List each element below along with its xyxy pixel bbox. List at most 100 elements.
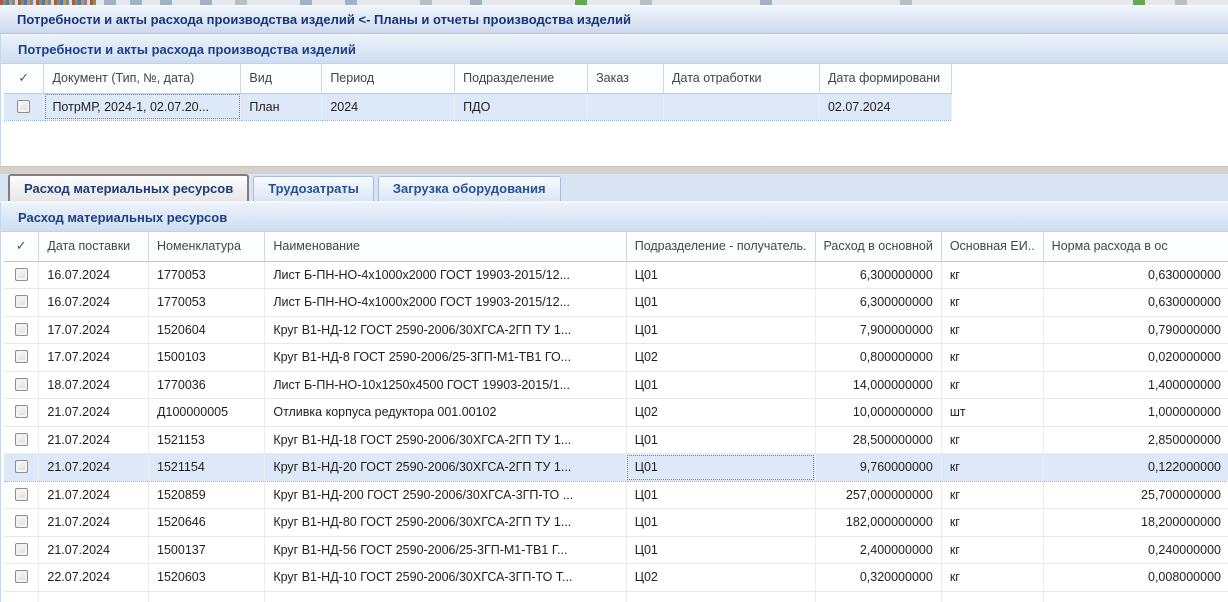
cell-edinitsa[interactable]: кг: [941, 508, 1044, 537]
cell-rashod[interactable]: 0,800000000: [815, 343, 942, 372]
cell-podrazdelenie-poluchatel[interactable]: Ц01: [626, 261, 816, 289]
tab-rashod-materialnyh-resursov[interactable]: Расход материальных ресурсов: [8, 174, 250, 201]
cell-podrazdelenie-poluchatel[interactable]: Ц01: [626, 426, 816, 454]
cell-podrazdelenie-poluchatel[interactable]: Ц01: [626, 536, 816, 564]
column-header-data-postavki[interactable]: Дата поставки: [38, 232, 150, 262]
cell-naimenovanie[interactable]: Лист Б-ПН-НО-4х1000х2000 ГОСТ 19903-2015…: [264, 261, 627, 289]
cell-nomenklatura[interactable]: 1770053: [148, 288, 266, 317]
cell-edinitsa[interactable]: кг: [941, 261, 1044, 289]
cell-data-postavki[interactable]: 21.07.2024: [38, 536, 150, 564]
cell-data-postavki[interactable]: 17.07.2024: [38, 343, 150, 372]
cell-edinitsa[interactable]: кг: [941, 316, 1044, 344]
column-header-podrazdelenie-poluchatel[interactable]: Подразделение - получатель.: [626, 232, 816, 262]
material-row[interactable]: 21.07.2024 1500137 Круг В1-НД-56 ГОСТ 25…: [4, 536, 1228, 564]
row-checkbox[interactable]: [14, 405, 28, 419]
cell-norma[interactable]: 0,630000000: [1043, 261, 1228, 289]
cell-podrazdelenie-poluchatel[interactable]: Ц01: [626, 371, 816, 399]
cell-data-postavki[interactable]: 21.07.2024: [38, 453, 150, 482]
cell-edinitsa[interactable]: кг: [941, 536, 1044, 564]
cell-rashod[interactable]: 2,400000000: [815, 536, 942, 564]
cell-edinitsa[interactable]: кг: [941, 426, 1044, 454]
select-all-column-header[interactable]: ✓: [4, 232, 40, 262]
cell-naimenovanie[interactable]: Круг В1-НД-56 ГОСТ 2590-2006/25-3ГП-М1-Т…: [264, 536, 627, 564]
cell-rashod[interactable]: 182,000000000: [815, 508, 942, 537]
cell-rashod[interactable]: 6,300000000: [815, 288, 942, 317]
cell-norma[interactable]: 25,700000000: [1043, 481, 1228, 509]
document-row[interactable]: ПотрМР, 2024-1, 02.07.20... План 2024 ПД…: [4, 93, 952, 121]
column-header-zakaz[interactable]: Заказ: [587, 64, 665, 94]
select-all-column-header[interactable]: ✓: [4, 64, 45, 94]
material-row[interactable]: 17.07.2024 1500103 Круг В1-НД-8 ГОСТ 259…: [4, 343, 1228, 372]
row-checkbox[interactable]: [17, 99, 31, 113]
material-row[interactable]: 21.07.2024 1521154 Круг В1-НД-20 ГОСТ 25…: [4, 453, 1228, 482]
column-header-period[interactable]: Период: [321, 64, 456, 94]
material-row[interactable]: 21.07.2024 1521153 Круг В1-НД-18 ГОСТ 25…: [4, 426, 1228, 454]
material-row[interactable]: 21.07.2024 1520859 Круг В1-НД-200 ГОСТ 2…: [4, 481, 1228, 509]
cell-data-postavki[interactable]: 21.07.2024: [38, 481, 150, 509]
cell-data-postavki[interactable]: 16.07.2024: [38, 288, 150, 317]
cell-norma[interactable]: 0,790000000: [1043, 316, 1228, 344]
cell-data-postavki[interactable]: 21.07.2024: [38, 426, 150, 454]
cell-norma[interactable]: 2,850000000: [1043, 426, 1228, 454]
cell-rashod[interactable]: 9,760000000: [815, 453, 942, 482]
row-checkbox[interactable]: [14, 460, 28, 474]
cell-rashod[interactable]: 14,000000000: [815, 371, 942, 399]
row-checkbox[interactable]: [14, 570, 28, 584]
cell-naimenovanie[interactable]: Круг В1-НД-80 ГОСТ 2590-2006/30ХГСА-2ГП …: [264, 508, 627, 537]
cell-norma[interactable]: 0,240000000: [1043, 536, 1228, 564]
material-row[interactable]: 22.07.2024 1520603 Круг В1-НД-10 ГОСТ 25…: [4, 563, 1228, 592]
cell-podrazdelenie-poluchatel[interactable]: Ц01: [626, 481, 816, 509]
cell-nomenklatura[interactable]: 1770053: [148, 261, 266, 289]
cell-podrazdelenie-poluchatel[interactable]: Ц02: [626, 563, 816, 592]
cell-nomenklatura[interactable]: 1770036: [148, 371, 266, 399]
cell-nomenklatura[interactable]: 1520604: [148, 316, 266, 344]
cell-podrazdelenie-poluchatel[interactable]: Ц01: [626, 288, 816, 317]
cell-podrazdelenie-poluchatel[interactable]: Ц01: [626, 316, 816, 344]
cell-podrazdelenie-poluchatel[interactable]: Ц01: [626, 508, 816, 537]
cell-data-postavki[interactable]: 22.07.2024: [38, 563, 150, 592]
cell-nomenklatura[interactable]: 1521153: [148, 426, 266, 454]
cell-rashod[interactable]: 6,300000000: [815, 261, 942, 289]
cell-nomenklatura[interactable]: 1500103: [148, 343, 266, 372]
material-row[interactable]: 21.07.2024 Д100000005 Отливка корпуса ре…: [4, 398, 1228, 427]
cell-podrazdelenie-poluchatel[interactable]: Ц02: [626, 398, 816, 427]
cell-norma[interactable]: 0,020000000: [1043, 343, 1228, 372]
row-checkbox[interactable]: [14, 487, 28, 501]
column-header-vid[interactable]: Вид: [240, 64, 323, 94]
row-checkbox[interactable]: [14, 295, 28, 309]
column-header-naimenovanie[interactable]: Наименование: [264, 232, 627, 262]
cell-edinitsa[interactable]: кг: [941, 371, 1044, 399]
cell-naimenovanie[interactable]: Лист Б-ПН-НО-10х1250х4500 ГОСТ 19903-201…: [264, 371, 627, 399]
material-row[interactable]: 16.07.2024 1770053 Лист Б-ПН-НО-4х1000х2…: [4, 288, 1228, 317]
cell-naimenovanie[interactable]: Круг В1-НД-10 ГОСТ 2590-2006/30ХГСА-3ГП-…: [264, 563, 627, 592]
cell-data-postavki[interactable]: 21.07.2024: [38, 398, 150, 427]
cell-norma[interactable]: 0,008000000: [1043, 563, 1228, 592]
tab-zagruzka-oborudovaniya[interactable]: Загрузка оборудования: [377, 176, 561, 201]
cell-naimenovanie[interactable]: Отливка корпуса редуктора 001.00102: [264, 398, 627, 427]
column-header-rashod-v-osnovnoy[interactable]: Расход в основной: [815, 232, 942, 262]
cell-naimenovanie[interactable]: Круг В1-НД-200 ГОСТ 2590-2006/30ХГСА-3ГП…: [264, 481, 627, 509]
cell-norma[interactable]: 0,122000000: [1043, 453, 1228, 482]
cell-norma[interactable]: 18,200000000: [1043, 508, 1228, 537]
column-header-osnovnaya-ei[interactable]: Основная ЕИ..: [941, 232, 1044, 262]
material-row[interactable]: 16.07.2024 1770053 Лист Б-ПН-НО-4х1000х2…: [4, 261, 1228, 289]
cell-norma[interactable]: 1,000000000: [1043, 398, 1228, 427]
cell-rashod[interactable]: 28,500000000: [815, 426, 942, 454]
cell-data-otrabotki[interactable]: [663, 93, 820, 121]
cell-zakaz[interactable]: [587, 93, 665, 121]
cell-data-postavki[interactable]: 21.07.2024: [38, 508, 150, 537]
cell-data-formirovaniya[interactable]: 02.07.2024: [819, 93, 952, 121]
cell-naimenovanie[interactable]: Круг В1-НД-8 ГОСТ 2590-2006/25-3ГП-М1-ТВ…: [264, 343, 627, 372]
cell-document[interactable]: ПотрМР, 2024-1, 02.07.20...: [43, 93, 242, 121]
cell-period[interactable]: 2024: [321, 93, 456, 121]
row-checkbox[interactable]: [14, 267, 28, 281]
tab-trudozatraty[interactable]: Трудозатраты: [253, 176, 374, 201]
column-header-norma-rashoda[interactable]: Норма расхода в ос: [1043, 232, 1228, 262]
cell-data-postavki[interactable]: 18.07.2024: [38, 371, 150, 399]
cell-rashod[interactable]: 0,320000000: [815, 563, 942, 592]
cell-nomenklatura[interactable]: 1520603: [148, 563, 266, 592]
cell-edinitsa[interactable]: кг: [941, 453, 1044, 482]
column-header-nomenklatura[interactable]: Номенклатура: [148, 232, 266, 262]
cell-podrazdelenie-poluchatel[interactable]: Ц01: [626, 453, 816, 482]
cell-edinitsa[interactable]: кг: [941, 343, 1044, 372]
